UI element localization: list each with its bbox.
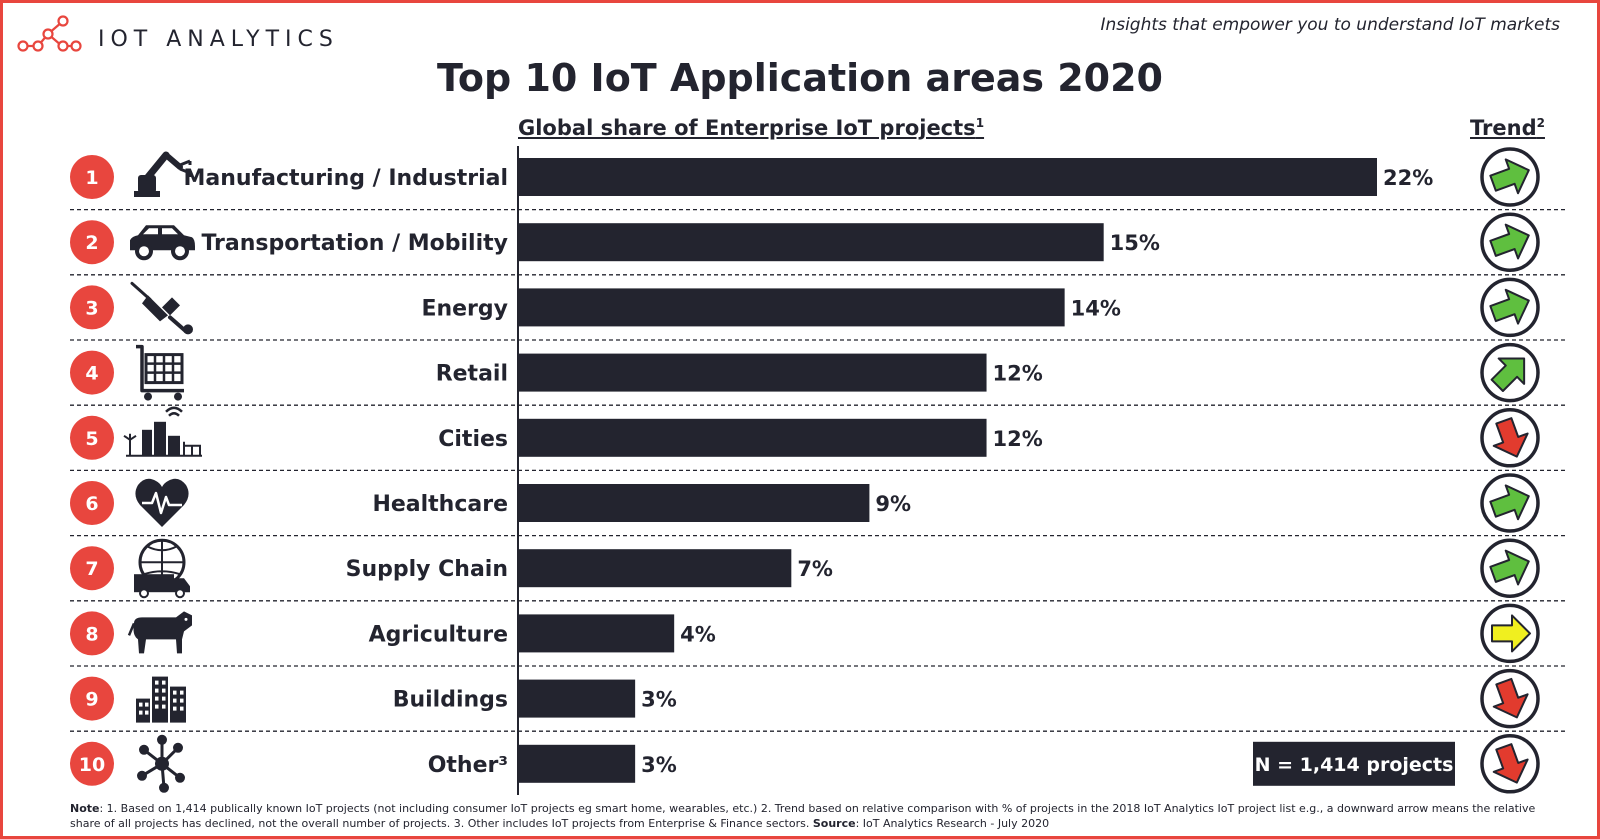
category-label-4: Retail	[436, 362, 508, 387]
trend-arrow-down-icon	[1492, 743, 1529, 784]
rank-number-4: 4	[85, 363, 98, 385]
trend-arrow-right-icon	[1491, 614, 1531, 653]
trend-arrow-5	[1480, 408, 1540, 468]
rank-badge-3	[70, 285, 114, 330]
robot-arm-icon	[134, 151, 192, 197]
value-label-9: 3%	[641, 688, 677, 712]
trend-arrow-10	[1480, 734, 1540, 794]
rank-number-10: 10	[79, 754, 105, 776]
bar-2	[518, 223, 1104, 262]
rank-number-2: 2	[85, 232, 98, 254]
trend-arrow-9	[1480, 668, 1540, 729]
value-label-5: 12%	[993, 427, 1043, 451]
chart-subtitle-footnote: 1	[975, 116, 985, 130]
rank-badge-9	[70, 676, 114, 721]
category-label-6: Healthcare	[372, 492, 508, 517]
value-label-6: 9%	[875, 492, 911, 516]
bar-4	[518, 353, 987, 392]
trend-arrow-right-up-icon	[1489, 484, 1530, 521]
note-label: Note	[70, 802, 100, 815]
rank-badge-7	[70, 546, 114, 591]
rank-number-3: 3	[85, 297, 98, 319]
footnote: Note: 1. Based on 1,414 publically known…	[70, 801, 1550, 831]
trend-arrow-7	[1480, 538, 1540, 598]
value-label-8: 4%	[680, 622, 716, 646]
bar-1	[518, 158, 1377, 196]
source-text: : IoT Analytics Research - July 2020	[855, 817, 1050, 830]
trend-arrow-right-up-icon	[1489, 288, 1530, 325]
bar-5	[518, 418, 987, 457]
sample-size-label: N = 1,414 projects	[1255, 754, 1454, 776]
trend-arrow-2	[1480, 212, 1540, 272]
trend-header-text: Trend	[1470, 116, 1537, 140]
rank-number-6: 6	[85, 493, 98, 515]
car-icon	[130, 225, 195, 261]
trend-arrow-up-icon	[1490, 357, 1526, 392]
category-label-2: Transportation / Mobility	[201, 231, 508, 256]
trend-arrow-right-up-icon	[1489, 223, 1530, 260]
bar-6	[518, 484, 870, 522]
network-icon	[137, 734, 185, 793]
cow-icon	[127, 611, 192, 654]
city-icon	[123, 406, 202, 457]
rank-badge-4	[70, 350, 114, 395]
rank-number-9: 9	[85, 689, 98, 711]
value-label-10: 3%	[641, 753, 677, 777]
trend-arrow-down-icon	[1492, 677, 1529, 719]
plug-icon	[130, 281, 193, 335]
chart-title: Top 10 IoT Application areas 2020	[437, 56, 1163, 100]
bar-10	[518, 744, 636, 783]
sample-size-box	[1253, 741, 1455, 786]
globe-truck-icon	[134, 538, 190, 599]
trend-arrow-8	[1480, 603, 1540, 664]
trend-header-footnote: 2	[1536, 116, 1545, 130]
trend-arrow-4	[1480, 342, 1540, 403]
rank-number-1: 1	[85, 167, 98, 189]
chart-subtitle: Global share of Enterprise IoT projects1	[518, 116, 984, 140]
trend-arrow-3	[1480, 277, 1540, 338]
rank-badge-1	[70, 155, 114, 199]
tagline: Insights that empower you to understand …	[1100, 15, 1560, 35]
rank-number-5: 5	[85, 428, 98, 450]
bar-3	[518, 288, 1065, 327]
rank-badge-10	[70, 741, 114, 786]
brand-name: IOT ANALYTICS	[98, 27, 339, 52]
trend-header: Trend2	[1470, 116, 1545, 140]
trend-arrow-right-up-icon	[1489, 549, 1530, 586]
heart-pulse-icon	[135, 478, 189, 527]
chart-subtitle-text: Global share of Enterprise IoT projects	[518, 116, 976, 140]
category-label-3: Energy	[421, 296, 508, 321]
trend-arrow-down-icon	[1492, 417, 1529, 458]
shopping-cart-icon	[136, 344, 184, 401]
category-label-9: Buildings	[393, 688, 508, 713]
rank-badge-8	[70, 611, 114, 656]
buildings-icon	[136, 676, 186, 723]
value-label-1: 22%	[1383, 166, 1433, 190]
category-label-10: Other³	[428, 753, 508, 778]
category-label-1: Manufacturing / Industrial	[184, 166, 509, 191]
value-label-2: 15%	[1110, 231, 1160, 255]
value-label-7: 7%	[797, 557, 833, 581]
trend-arrow-right-up-icon	[1489, 158, 1530, 195]
iot-analytics-logo	[17, 15, 82, 52]
note-text: : 1. Based on 1,414 publically known IoT…	[70, 802, 1536, 830]
category-label-8: Agriculture	[369, 622, 508, 647]
value-label-4: 12%	[993, 362, 1043, 386]
rank-number-7: 7	[85, 558, 98, 580]
category-label-7: Supply Chain	[346, 557, 508, 582]
category-label-5: Cities	[438, 427, 508, 452]
trend-arrow-6	[1480, 473, 1540, 533]
value-label-3: 14%	[1071, 296, 1121, 320]
trend-arrow-1	[1480, 147, 1540, 207]
bar-7	[518, 549, 792, 588]
rank-badge-5	[70, 415, 114, 460]
rank-badge-6	[70, 481, 114, 525]
bar-8	[518, 614, 675, 653]
source-label: Source	[812, 817, 856, 830]
bar-9	[518, 679, 636, 718]
rank-number-8: 8	[85, 623, 98, 645]
rank-badge-2	[70, 220, 114, 265]
